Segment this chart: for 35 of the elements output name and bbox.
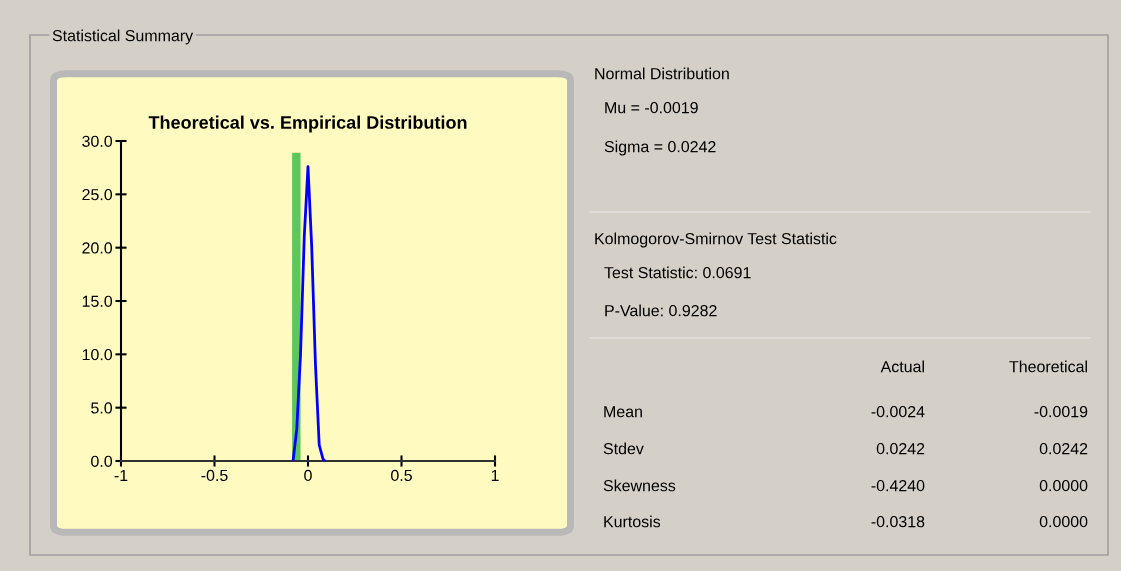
text: Statistical Summary [52, 29, 194, 45]
text: Sigma = 0.0242 [604, 140, 716, 156]
data-label: -0.0019 [1034, 405, 1088, 418]
y-tick-label: 10.0 [82, 348, 113, 361]
y-tick-label: 30.0 [82, 135, 113, 147]
category-label: Stdev [603, 442, 644, 455]
data-label: -0.0024 [871, 405, 925, 418]
text: Kolmogorov-Smirnov Test Statistic [595, 232, 837, 248]
y-tick-label: 20.0 [82, 242, 113, 254]
category-label: Kurtosis [604, 515, 661, 528]
x-tick-label: 1 [491, 469, 499, 481]
text: Test Statistic: 0.0691 [604, 266, 751, 279]
y-tick-label: 15.0 [82, 295, 113, 307]
data-label: -0.4240 [871, 479, 925, 492]
data-label: 0.0000 [1039, 479, 1088, 492]
category-label: Mean [604, 406, 642, 418]
text: Normal Distribution [595, 67, 729, 80]
chart-title: Theoretical vs. Empirical Distribution [148, 115, 467, 133]
x-tick-label: 0 [304, 469, 312, 482]
data-label: 0.0242 [876, 442, 925, 455]
x-tick-label: -1 [114, 469, 128, 481]
x-tick-label: -0.5 [201, 469, 228, 482]
data-label: 0.0242 [1039, 442, 1088, 455]
line-series [291, 165, 327, 461]
text: P-Value: 0.9282 [605, 304, 717, 317]
text: Mu = -0.0019 [605, 101, 698, 114]
data-label: 0.0000 [1039, 515, 1088, 528]
text: Theoretical [1009, 360, 1087, 373]
y-tick-label: 0.0 [91, 455, 113, 467]
y-tick-label: 25.0 [82, 188, 113, 201]
text: Actual [880, 360, 924, 373]
x-tick-label: 0.5 [391, 469, 412, 482]
y-tick-label: 5.0 [91, 402, 113, 414]
category-label: Skewness [603, 479, 676, 492]
data-label: -0.0318 [871, 515, 925, 528]
